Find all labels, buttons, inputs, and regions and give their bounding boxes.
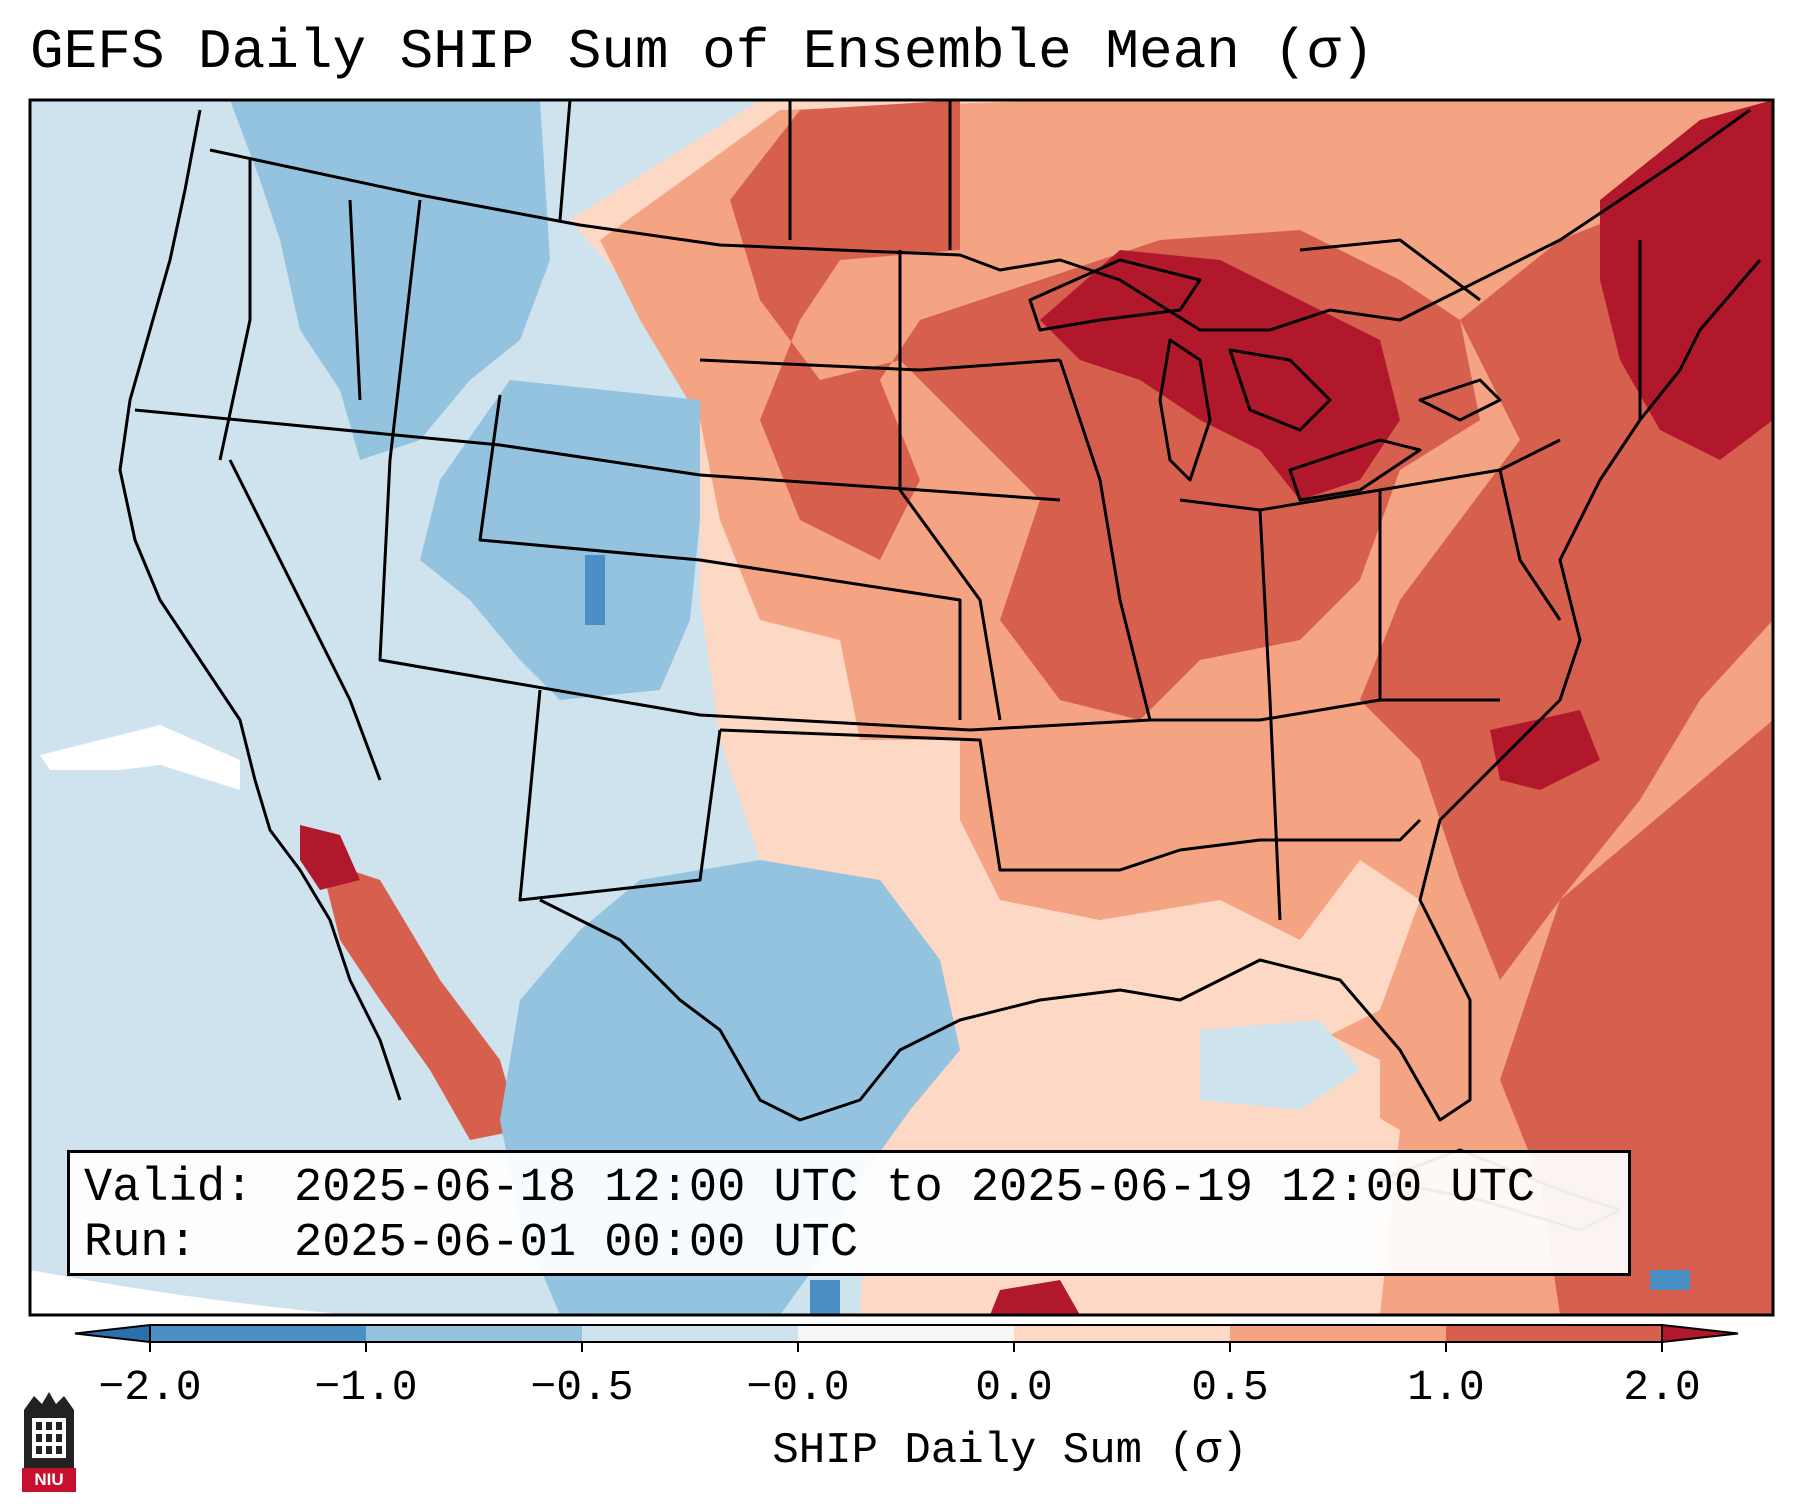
niu-logo-text: NIU bbox=[34, 1470, 64, 1489]
colorbar-under-arrow bbox=[74, 1323, 151, 1344]
valid-line: Valid: 2025-06-18 12:00 UTC to 2025-06-19… bbox=[84, 1161, 1614, 1216]
map-title: GEFS Daily SHIP Sum of Ensemble Mean (σ) bbox=[30, 20, 1375, 84]
run-value: 2025-06-01 00:00 UTC bbox=[294, 1217, 859, 1270]
gulf-blue-patch bbox=[1200, 1020, 1360, 1110]
anomaly-region-blue-deep-2 bbox=[810, 1280, 840, 1315]
valid-value: 2025-06-18 12:00 UTC to 2025-06-19 12:00… bbox=[294, 1162, 1536, 1215]
anomaly-peak-socal bbox=[300, 825, 360, 890]
anomaly-region-blue-deep bbox=[585, 555, 605, 625]
colorbar-tick-label: −0.5 bbox=[530, 1363, 634, 1412]
anomaly-peak-northeast bbox=[1600, 100, 1773, 460]
colorbar-segment bbox=[1014, 1325, 1230, 1342]
colorbar-segment bbox=[1230, 1325, 1446, 1342]
colorbar-tick-label: 0.0 bbox=[975, 1363, 1053, 1412]
colorbar-segment bbox=[150, 1325, 366, 1342]
validity-info-box: Valid: 2025-06-18 12:00 UTC to 2025-06-19… bbox=[67, 1150, 1631, 1276]
colorbar-label: SHIP Daily Sum (σ) bbox=[772, 1426, 1248, 1476]
colorbar-segment bbox=[798, 1325, 1014, 1342]
valid-label: Valid: bbox=[84, 1162, 254, 1215]
boundary-lines bbox=[118, 100, 1762, 1232]
anomaly-peak-great-lakes bbox=[1040, 250, 1400, 500]
anomaly-region-red-baja bbox=[320, 860, 520, 1140]
anomaly-peak-gulf bbox=[990, 1280, 1080, 1315]
colorbar-tick-label: −0.0 bbox=[746, 1363, 850, 1412]
colorbar-tick-label: 2.0 bbox=[1623, 1363, 1701, 1412]
colorbar-tick-label: 1.0 bbox=[1407, 1363, 1485, 1412]
niu-logo-icon bbox=[22, 1392, 76, 1492]
colorbar-segment bbox=[1446, 1325, 1662, 1342]
anomaly-region-blue-northwest bbox=[230, 100, 550, 460]
pacific-neutral-streak bbox=[40, 725, 240, 790]
colorbar-segment bbox=[366, 1325, 582, 1342]
anomaly-region-mid bbox=[600, 100, 1773, 1315]
colorbar-tick-label: −1.0 bbox=[314, 1363, 418, 1412]
map-frame bbox=[28, 98, 1775, 1317]
colorbar-segment bbox=[582, 1325, 798, 1342]
anomaly-peak-carolina bbox=[1490, 710, 1600, 790]
colorbar-tick-label: 0.5 bbox=[1191, 1363, 1269, 1412]
colorbar-over-arrow bbox=[1661, 1323, 1739, 1344]
colorbar-outline bbox=[149, 1324, 1663, 1343]
anomaly-region-red-north bbox=[730, 100, 1480, 720]
colorbar-tick-label: −2.0 bbox=[98, 1363, 202, 1412]
run-label: Run: bbox=[84, 1217, 197, 1270]
projection-edge bbox=[30, 1270, 350, 1315]
anomaly-region-blue-deep-3 bbox=[1650, 1270, 1690, 1290]
run-line: Run: 2025-06-01 00:00 UTC bbox=[84, 1216, 1614, 1271]
